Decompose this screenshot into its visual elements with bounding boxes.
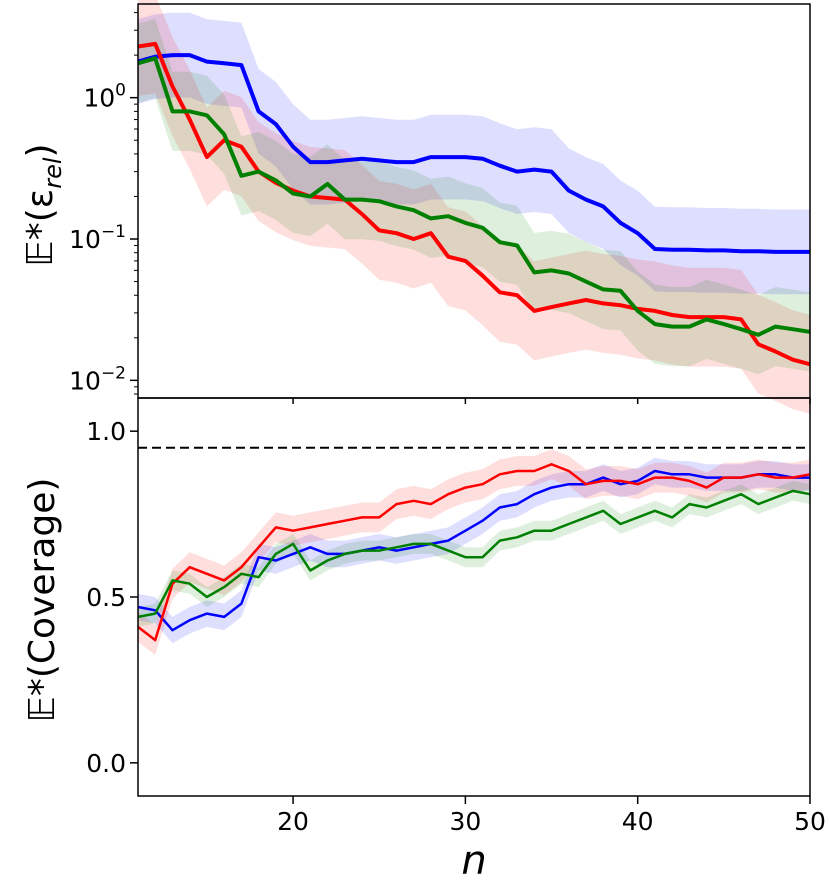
top-y-tick-base-2: 10 — [69, 366, 101, 395]
top-y-tick-base-1: 10 — [69, 225, 101, 254]
top-y-axis-title-main: 𝔼*(ε — [20, 189, 61, 267]
x-axis-title: n — [461, 838, 486, 880]
bottom-y-tick-label-2: 1.0 — [86, 417, 126, 446]
top-confidence-bands — [138, 0, 810, 414]
bottom-line-series-3 — [137, 489, 811, 619]
x-tick-label-0: 20 — [277, 807, 309, 836]
bottom-y-axis-ticks: 0.0 0.5 1.0 — [86, 417, 138, 778]
top-y-tick-exponent-0: 0 — [115, 81, 126, 101]
x-tick-label-2: 40 — [622, 807, 654, 836]
top-y-tick-exponent-1: −1 — [101, 222, 126, 242]
top-y-axis-title-close: ) — [20, 143, 61, 157]
top-line-series-1 — [137, 53, 810, 254]
bottom-y-tick-label-0: 0.0 — [86, 749, 126, 778]
top-band-series-3 — [138, 18, 810, 375]
bottom-series-lines — [137, 463, 811, 642]
x-tick-label-3: 50 — [794, 807, 826, 836]
bottom-y-tick-label-1: 0.5 — [86, 583, 126, 612]
bottom-panel: 0.0 0.5 1.0 20 30 40 50 𝔼*(Coverage) n — [22, 397, 826, 880]
bottom-band-series-2 — [138, 449, 810, 655]
top-series-lines — [137, 41, 811, 367]
bottom-line-series-2 — [137, 463, 811, 642]
top-y-tick-exponent-2: −2 — [101, 363, 126, 383]
top-y-tick-label-2: 10−2 — [69, 363, 126, 395]
top-y-axis-title-sub: rel — [39, 157, 67, 189]
bottom-y-axis-title: 𝔼*(Coverage) — [22, 478, 63, 723]
top-y-tick-label-1: 10−1 — [69, 222, 126, 254]
top-line-series-2 — [137, 41, 811, 367]
top-y-axis-title: 𝔼*(εrel) — [20, 143, 67, 266]
x-axis-ticks: 20 30 40 50 — [277, 398, 826, 836]
top-y-tick-label-0: 100 — [83, 81, 126, 113]
top-line-series-3 — [137, 56, 811, 337]
x-tick-label-1: 30 — [449, 807, 481, 836]
top-band-series-1 — [138, 12, 810, 295]
bottom-confidence-bands — [138, 449, 810, 655]
top-y-tick-base-0: 10 — [83, 84, 115, 113]
bottom-band-series-3 — [138, 480, 810, 627]
bottom-line-series-1 — [137, 469, 810, 632]
